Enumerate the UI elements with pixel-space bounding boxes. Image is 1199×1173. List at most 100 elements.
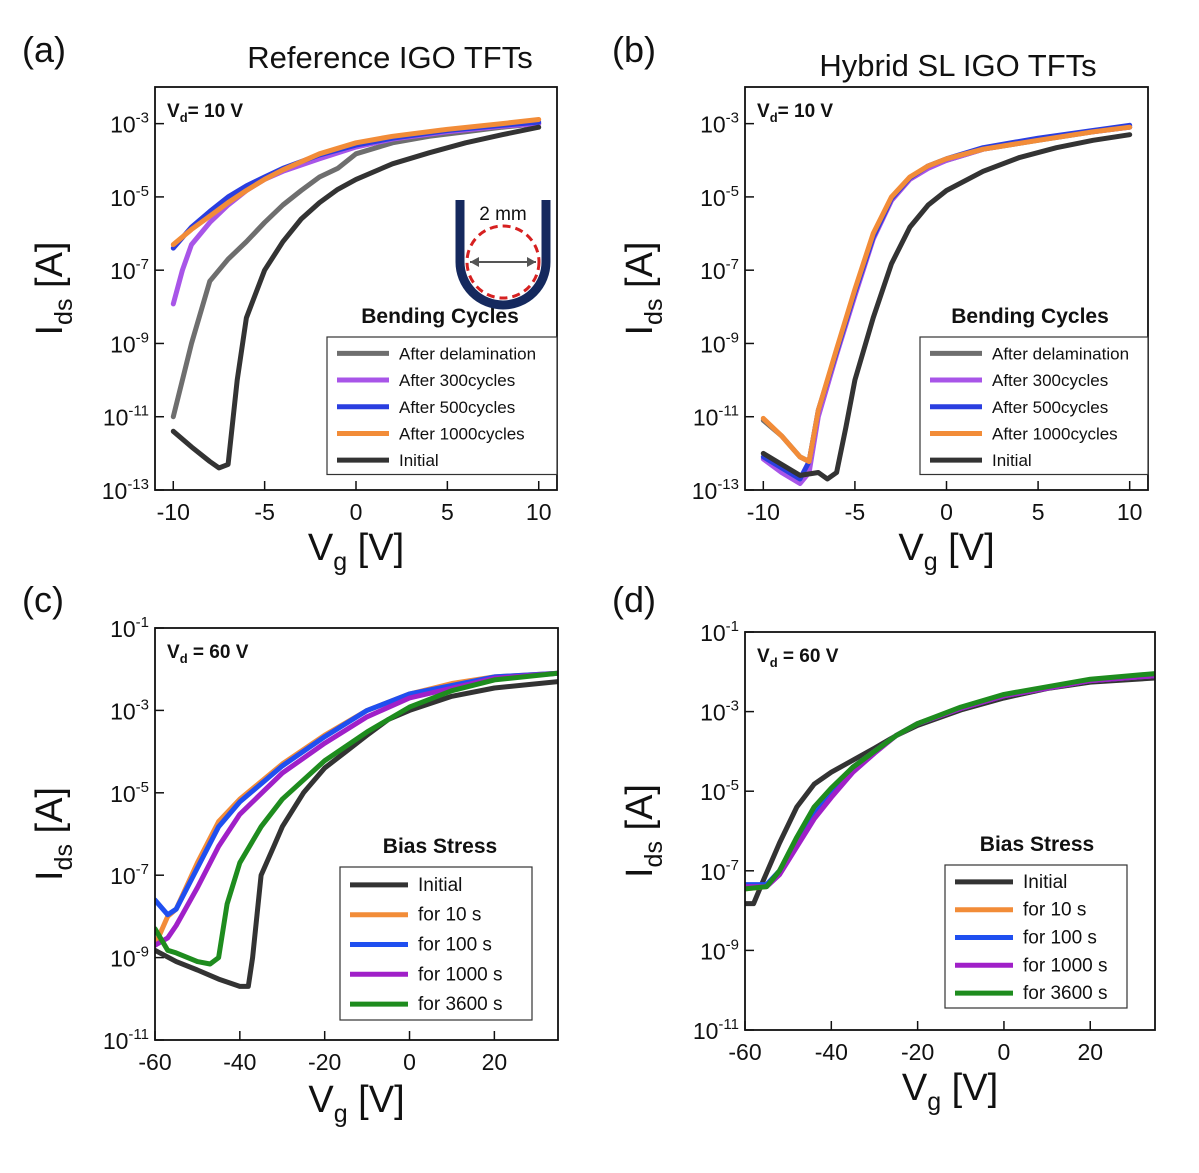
panel-label: (b)	[612, 29, 656, 70]
y-tick-label: 10-11	[693, 403, 739, 431]
panel-label: (d)	[612, 579, 656, 620]
text-part: ds	[50, 844, 78, 870]
y-tick-label: 10-9	[110, 944, 149, 972]
text-part: = 10 V	[188, 101, 244, 122]
plot-frame	[154, 627, 559, 1041]
legend-title: Bias Stress	[383, 835, 497, 858]
text-part: V	[308, 527, 334, 569]
data-line	[155, 670, 558, 967]
x-axis-label: Vg [V]	[308, 1079, 404, 1128]
text-part: V	[167, 642, 180, 663]
y-axis-label: Ids [A]	[29, 787, 78, 881]
text-part: [V]	[938, 527, 995, 569]
x-tick-label: 0	[998, 1039, 1011, 1065]
data-line	[155, 670, 558, 918]
y-tick-label: 10-3	[110, 110, 149, 138]
legend-label: After 1000cycles	[992, 424, 1118, 443]
y-tick-label: 10-3	[110, 696, 149, 724]
text-part: V	[308, 1079, 334, 1121]
x-tick-label: -40	[223, 1049, 256, 1075]
legend-label: for 100 s	[1023, 928, 1097, 949]
text-part: I	[619, 325, 661, 336]
text-part: d	[770, 655, 778, 670]
y-tick-label: 10-3	[700, 110, 739, 138]
panel-label: (a)	[22, 29, 66, 70]
x-tick-label: 5	[441, 499, 454, 525]
text-part: d	[180, 110, 188, 125]
y-tick-label: 10-3	[700, 698, 739, 726]
text-part: g	[333, 548, 347, 576]
legend-label: for 1000 s	[418, 964, 503, 985]
text-part: I	[29, 870, 71, 881]
x-axis-label: Vg [V]	[902, 1067, 998, 1116]
x-axis-label: Vg [V]	[898, 527, 994, 576]
data-line	[760, 132, 1133, 482]
annotation: Vd= 10 V	[167, 101, 243, 125]
x-tick-label: -10	[747, 499, 780, 525]
x-tick-label: 20	[482, 1049, 508, 1075]
text-part: [A]	[29, 787, 71, 844]
data-line	[155, 670, 558, 948]
inset-u-shape	[455, 200, 551, 310]
legend-label: for 10 s	[418, 905, 481, 926]
legend-label: Initial	[1023, 872, 1067, 893]
x-tick-label: 20	[1077, 1039, 1103, 1065]
legend-title: Bending Cycles	[361, 305, 519, 328]
x-tick-label: -60	[138, 1049, 171, 1075]
text-part: ds	[50, 299, 78, 325]
data-line	[745, 673, 1155, 892]
y-tick-label: 10-5	[110, 183, 149, 211]
inset-circle	[465, 224, 541, 300]
series-group	[155, 670, 558, 989]
text-part: [A]	[619, 784, 661, 841]
text-part: I	[619, 867, 661, 878]
text-part: V	[902, 1067, 928, 1109]
legend-label: After 300cycles	[992, 371, 1108, 390]
legend-label: Initial	[418, 875, 462, 896]
y-tick-label: 10-9	[110, 329, 149, 357]
x-tick-label: 10	[1117, 499, 1143, 525]
text-part: [A]	[29, 242, 71, 299]
text-part: V	[757, 646, 770, 667]
x-tick-label: 0	[403, 1049, 416, 1075]
text-part: d	[770, 110, 778, 125]
y-tick-label: 10-13	[102, 476, 149, 504]
legend-label: After 500cycles	[992, 398, 1108, 417]
annotation: Vd= 10 V	[757, 101, 833, 125]
legend-label: After 1000cycles	[399, 424, 525, 443]
y-axis-label: Ids [A]	[619, 784, 668, 878]
text-part: ds	[640, 299, 668, 325]
x-tick-label: -40	[815, 1039, 848, 1065]
legend-label: for 3600 s	[418, 994, 503, 1015]
text-part: [V]	[348, 1079, 405, 1121]
panel: (c)Ids [A]Vg [V]Vd = 60 V-60 -40 -20 0 2010-…	[22, 579, 559, 1128]
text-part: d	[180, 651, 188, 666]
plot-frame	[154, 86, 558, 491]
legend-label: for 10 s	[1023, 900, 1086, 921]
x-tick-label: -10	[157, 499, 190, 525]
bend-inset: 2 mm	[455, 200, 551, 310]
text-part: [V]	[347, 527, 404, 569]
annotation: Vd = 60 V	[757, 646, 839, 670]
data-line	[155, 679, 558, 989]
text-part: [A]	[619, 242, 661, 299]
text-part: [V]	[941, 1067, 998, 1109]
x-tick-label: -20	[901, 1039, 934, 1065]
y-tick-label: 10-13	[692, 476, 739, 504]
y-tick-label: 10-9	[700, 329, 739, 357]
y-tick-label: 10-9	[700, 936, 739, 964]
legend-label: for 100 s	[418, 935, 492, 956]
x-tick-label: 5	[1032, 499, 1045, 525]
text-part: = 60 V	[778, 646, 839, 667]
series-group	[760, 122, 1133, 486]
series-group	[745, 671, 1155, 907]
text-part: ds	[640, 841, 668, 867]
y-tick-label: 10-7	[700, 256, 739, 284]
y-tick-label: 10-7	[110, 861, 149, 889]
data-line	[170, 117, 542, 248]
legend-label: After 300cycles	[399, 371, 515, 390]
text-part: g	[927, 1088, 941, 1116]
y-tick-label: 10-7	[110, 256, 149, 284]
x-tick-label: 0	[940, 499, 953, 525]
